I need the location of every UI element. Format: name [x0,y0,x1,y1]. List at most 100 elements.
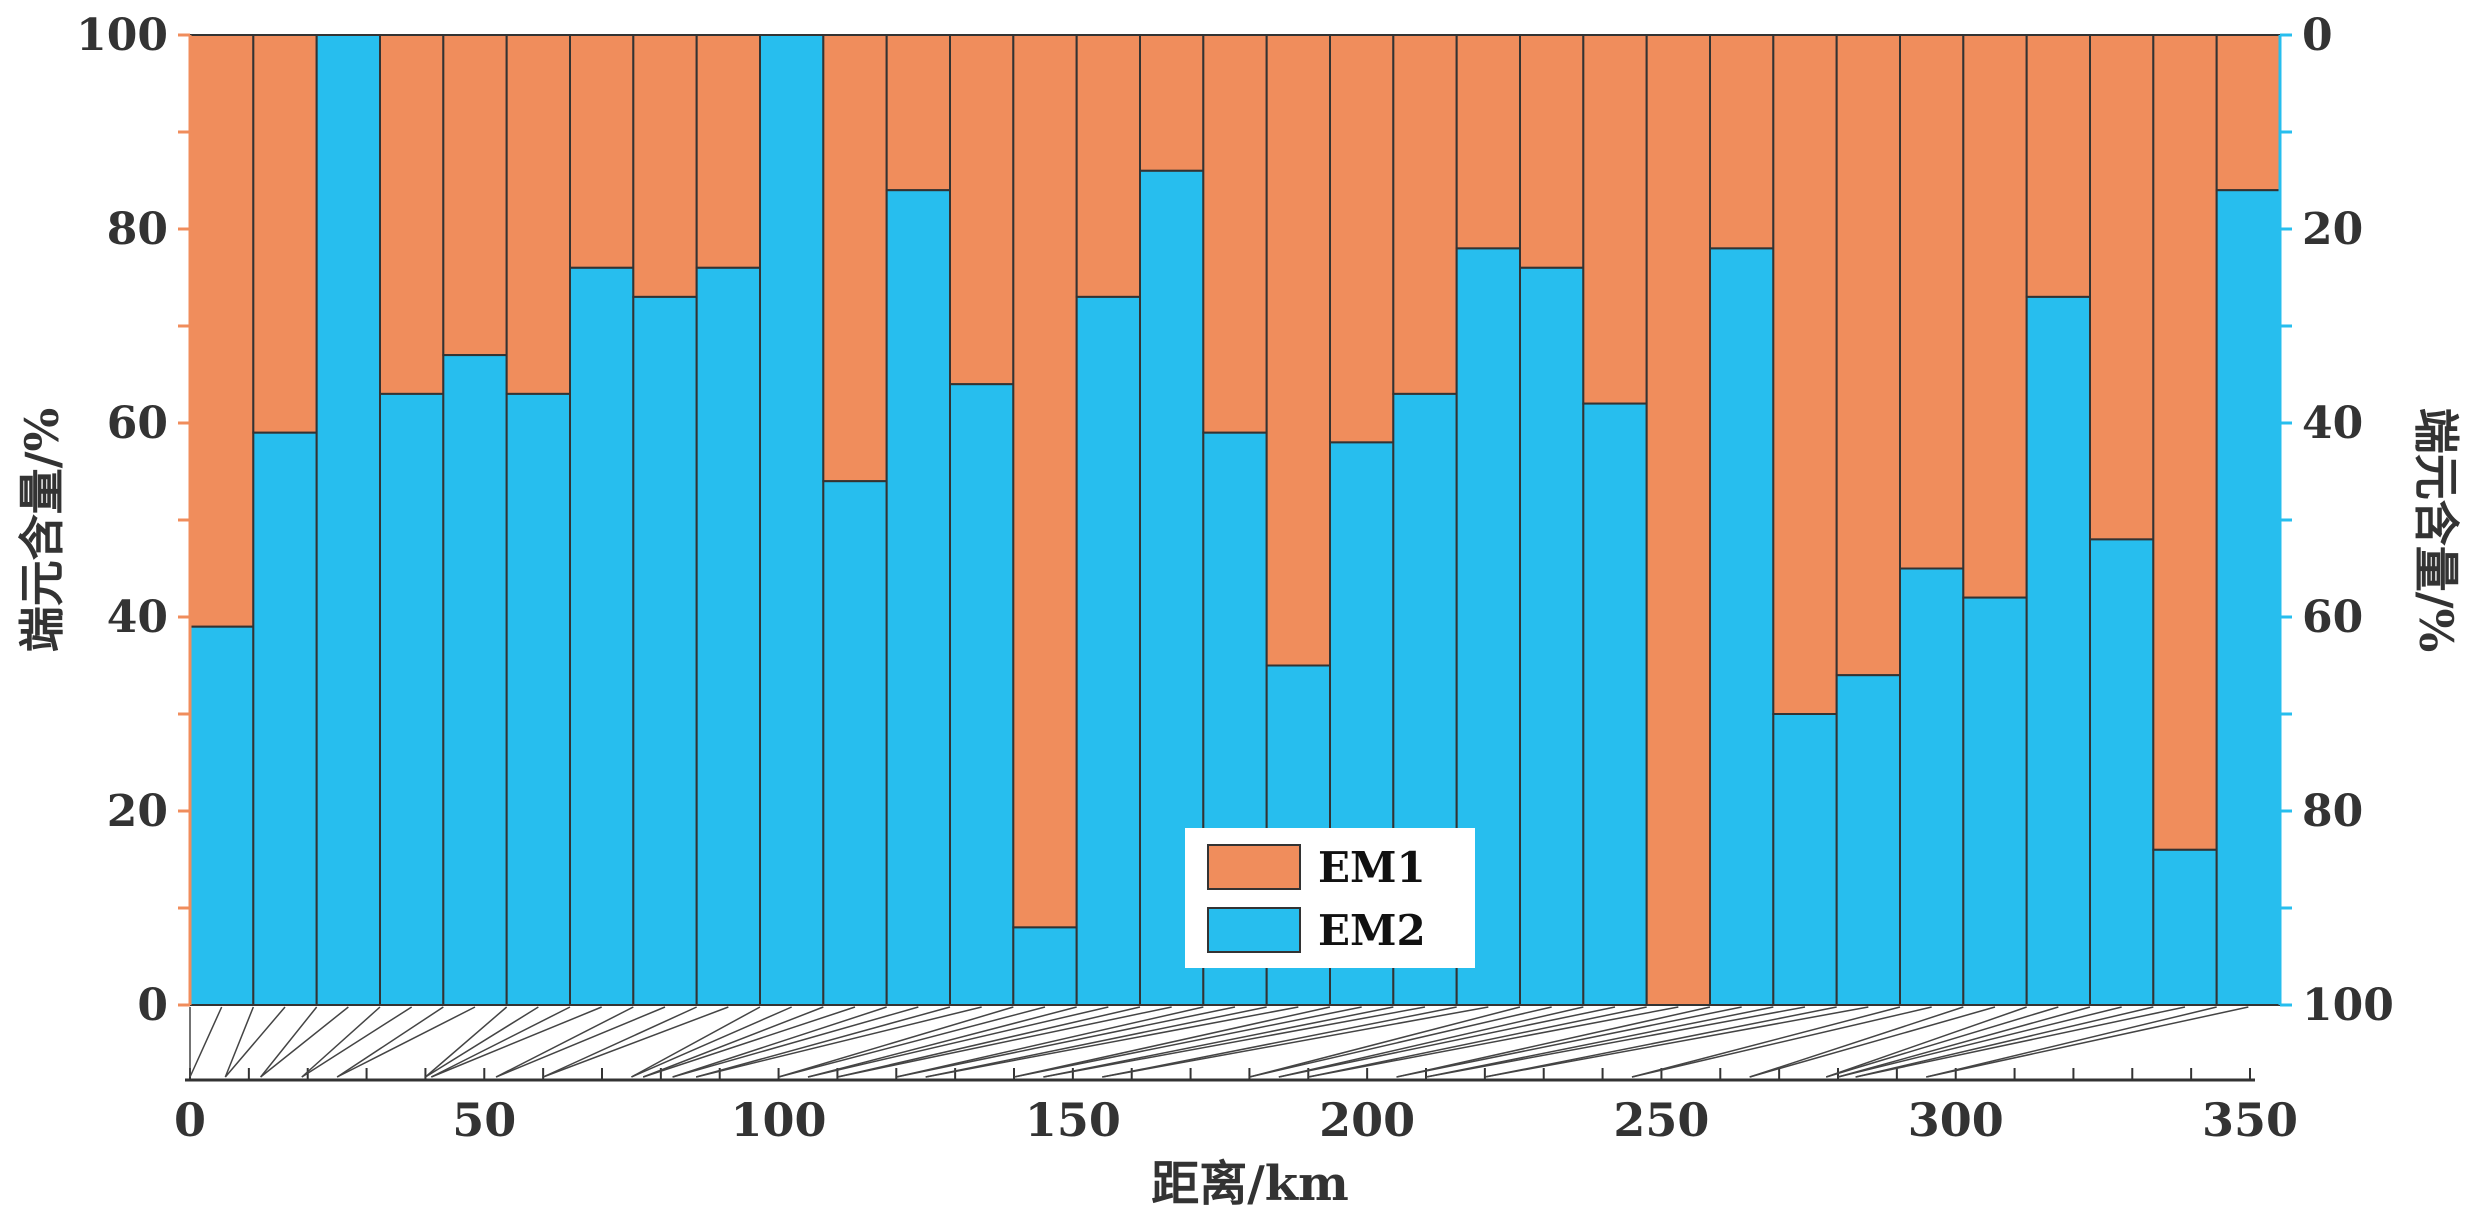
sample-connector [189,1006,223,1078]
bar-em2-15 [1075,295,1141,1006]
bar-em1-8 [632,34,698,298]
bar-em2-2 [252,431,318,1006]
bar-em2-14 [1012,926,1078,1007]
sample-connector [837,1006,1141,1078]
bar-em2-9 [695,266,762,1006]
right-tick-label: 40 [2302,398,2363,449]
left-tick-label: 40 [107,592,168,643]
sample-connector [778,1006,1014,1078]
legend: EM1 EM2 [1185,828,1475,968]
bar-em1-18 [1265,34,1331,667]
sample-connector [672,1006,887,1078]
sample-connector [1855,1006,2154,1078]
bar-em1-22 [1519,34,1585,269]
left-tick-label: 80 [107,204,168,255]
sample-connector [807,1006,1109,1078]
legend-swatch-em2 [1207,907,1301,953]
sample-connector [495,1006,666,1078]
bar-em1-14 [1012,34,1078,929]
right-tick-label: 20 [2302,204,2363,255]
bar-em2-25 [1709,247,1775,1006]
sample-connector [424,1006,508,1078]
bar-em1-16 [1139,34,1205,172]
bar-em2-23 [1582,402,1648,1007]
bar-em2-30 [2025,295,2091,1006]
sample-connector [1484,1006,1869,1078]
sample-connector [837,1006,1172,1078]
sample-connector [1837,1006,2091,1078]
x-axis-label: 距离/km [1151,1156,1349,1212]
sample-connector [1013,1006,1362,1078]
bar-em2-10 [759,34,825,1006]
sample-connector [260,1006,349,1078]
sample-connector [1249,1006,1552,1078]
sample-connector [1631,1006,1932,1078]
sample-connector [336,1006,476,1078]
bar-em2-13 [949,383,1015,1006]
sample-connector [1278,1006,1616,1078]
x-tick-label: 150 [1025,1093,1121,1147]
sample-connector [1043,1006,1394,1078]
bar-em2-28 [1899,567,1965,1006]
sample-connector [431,1006,602,1078]
left-tick-label: 60 [107,398,168,449]
y-axis-label-right: 端元含量/% [2409,408,2463,653]
bar-em1-7 [569,34,635,269]
bar-em1-5 [442,34,508,357]
sample-connector [1396,1006,1742,1078]
sample-connector [1631,1006,1901,1078]
sample-connector [631,1006,792,1078]
legend-label-em2: EM2 [1318,906,1426,955]
x-tick-label: 250 [1613,1093,1709,1147]
x-tick-label: 50 [452,1093,516,1147]
x-tick-label: 100 [731,1093,827,1147]
bar-em1-23 [1582,34,1648,405]
sample-connector [336,1006,444,1078]
sample-connector [1855,1006,2186,1078]
sample-connector [1308,1006,1679,1078]
sample-connector [1102,1006,1457,1078]
sample-connector [430,1006,571,1078]
sample-connector [896,1006,1204,1078]
sample-connector [1249,1006,1521,1078]
sample-connector [1102,1006,1489,1078]
bar-em1-11 [822,34,888,483]
sample-connector [224,1006,255,1078]
sample-connector [1396,1006,1711,1078]
x-tick-label: 200 [1319,1093,1415,1147]
left-tick-label: 20 [107,786,168,837]
x-tick-label: 0 [174,1093,206,1147]
sample-connector [925,1006,1299,1078]
right-tick-label: 100 [2302,980,2394,1031]
bar-em1-26 [1772,34,1838,715]
sample-connector [301,1006,413,1078]
bar-em2-3 [315,34,381,1006]
sample-connector [1043,1006,1426,1078]
bar-em1-17 [1202,34,1268,434]
bars-layer [189,34,2282,1007]
bar-em1-1 [189,34,255,628]
sample-connector [542,1006,729,1078]
sample-connector [1308,1006,1647,1078]
bar-em2-26 [1772,713,1838,1006]
bar-em1-31 [2089,34,2155,541]
bar-em1-13 [949,34,1015,386]
bar-em2-6 [505,392,571,1006]
sample-connector [642,1006,856,1078]
bar-em1-32 [2152,34,2218,851]
sample-connector [260,1006,318,1078]
sample-connector [495,1006,634,1078]
bar-em2-31 [2089,538,2155,1007]
sample-connector [1484,1006,1837,1078]
sample-connector [224,1006,286,1078]
sample-connector [1749,1006,1964,1078]
bar-em1-15 [1075,34,1141,298]
bar-em1-27 [1835,34,1901,677]
right-tick-label: 60 [2302,592,2363,643]
legend-swatch-em1 [1207,844,1301,890]
left-tick-label: 0 [137,980,168,1031]
right-tick-label: 0 [2302,10,2333,61]
bar-em2-11 [822,480,888,1006]
